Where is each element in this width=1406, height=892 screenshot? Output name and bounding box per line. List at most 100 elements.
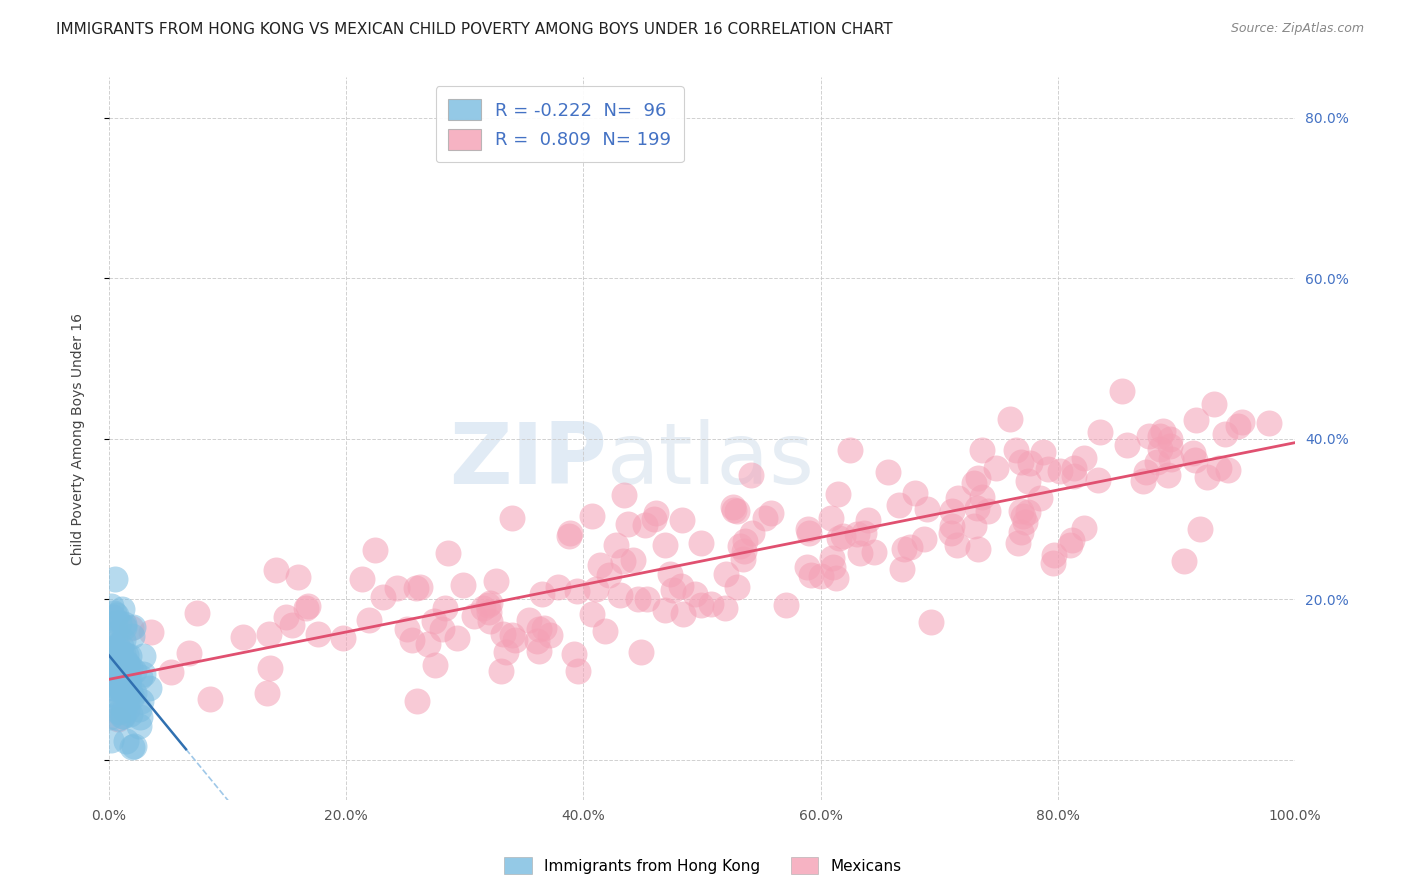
Point [1073,520,1095,534]
Point [848,546,870,560]
Point [1173,554,1195,568]
Point [103,607,125,621]
Point [105,638,128,652]
Point [976,503,998,517]
Point [581,607,603,621]
Point [491,627,513,641]
Point [800,568,823,582]
Point [112,657,135,672]
Point [799,525,821,540]
Point [1010,455,1032,469]
Point [1028,491,1050,505]
Point [827,487,849,501]
Point [948,491,970,505]
Point [1059,538,1081,552]
Point [101,630,124,644]
Point [863,545,886,559]
Point [634,518,657,533]
Point [725,504,748,518]
Point [256,686,278,700]
Point [915,502,938,516]
Point [946,538,969,552]
Point [567,665,589,679]
Point [838,443,860,458]
Point [110,668,132,682]
Point [198,691,221,706]
Point [893,542,915,557]
Point [121,690,143,704]
Point [733,544,755,558]
Point [527,622,550,636]
Point [1195,470,1218,484]
Point [423,615,446,629]
Point [295,600,318,615]
Point [405,581,427,595]
Point [471,600,494,615]
Point [1111,384,1133,398]
Point [114,656,136,670]
Point [117,676,139,690]
Point [114,733,136,747]
Point [972,490,994,504]
Point [1135,465,1157,479]
Point [112,616,135,631]
Point [1152,424,1174,438]
Point [479,596,502,610]
Point [589,558,612,572]
Point [120,687,142,701]
Point [264,562,287,576]
Point [100,733,122,747]
Point [740,468,762,483]
Point [495,645,517,659]
Point [276,610,298,624]
Point [104,645,127,659]
Point [595,624,617,639]
Point [613,488,636,502]
Point [898,540,921,554]
Point [371,590,394,604]
Point [451,578,474,592]
Y-axis label: Child Poverty Among Boys Under 16: Child Poverty Among Boys Under 16 [72,312,86,565]
Point [108,644,131,658]
Point [1043,548,1066,562]
Point [1189,522,1212,536]
Point [1017,505,1039,519]
Point [114,686,136,700]
Point [654,603,676,617]
Point [658,567,681,582]
Point [121,629,143,643]
Point [1185,413,1208,427]
Point [423,658,446,673]
Point [689,535,711,549]
Point [485,574,508,589]
Point [891,562,914,576]
Point [1018,456,1040,470]
Point [177,646,200,660]
Point [385,581,408,595]
Point [557,529,579,543]
Point [121,740,143,755]
Point [108,616,131,631]
Point [104,615,127,630]
Point [998,412,1021,426]
Point [100,687,122,701]
Point [562,647,585,661]
Point [118,672,141,686]
Point [796,560,818,574]
Point [714,601,737,615]
Point [643,512,665,526]
Point [1216,463,1239,477]
Point [112,709,135,723]
Point [118,648,141,663]
Point [1230,416,1253,430]
Point [122,664,145,678]
Point [797,522,820,536]
Point [519,613,541,627]
Point [259,661,281,675]
Point [1049,464,1071,478]
Point [1032,445,1054,459]
Point [100,681,122,695]
Point [103,681,125,695]
Text: Source: ZipAtlas.com: Source: ZipAtlas.com [1230,22,1364,36]
Point [962,476,984,491]
